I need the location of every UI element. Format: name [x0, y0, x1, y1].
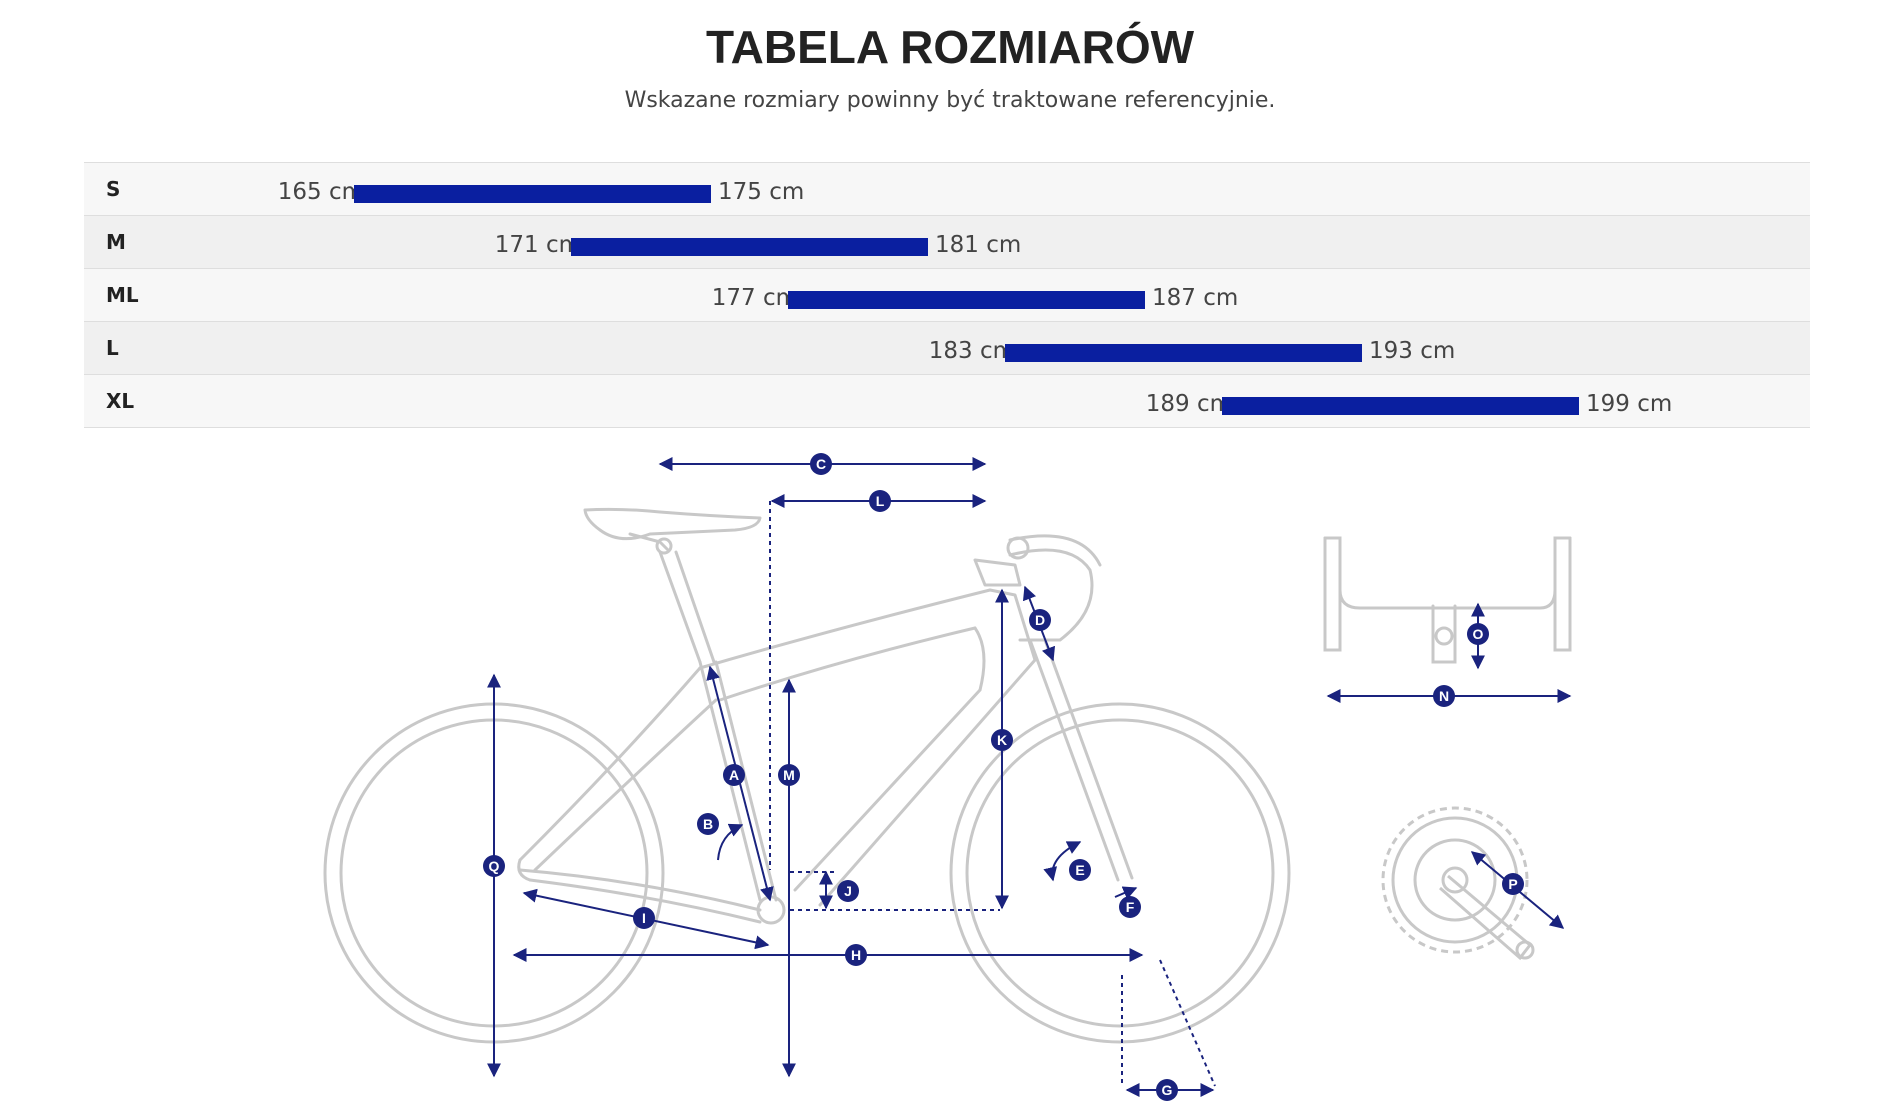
marker-e: E — [1069, 859, 1091, 881]
svg-text:P: P — [1508, 876, 1517, 892]
bike-frame — [323, 507, 1291, 1044]
height-range-bar — [354, 185, 711, 203]
size-label: ML — [106, 283, 139, 307]
svg-text:B: B — [703, 816, 713, 832]
marker-g: G — [1156, 1079, 1178, 1101]
svg-text:H: H — [851, 947, 861, 963]
marker-a: A — [723, 764, 745, 786]
handlebar-front-view — [1323, 536, 1572, 664]
svg-text:G: G — [1162, 1082, 1173, 1098]
height-max-label: 175 cm — [718, 179, 805, 205]
marker-n: N — [1433, 685, 1455, 707]
height-max-label: 199 cm — [1586, 391, 1673, 417]
size-row-ml: ML 177 cm 187 cm — [84, 268, 1810, 321]
marker-l: L — [869, 490, 891, 512]
size-row-xl: XL 189 cm 199 cm — [84, 374, 1810, 428]
height-min-label: 165 cm — [277, 179, 364, 205]
marker-b: B — [697, 813, 719, 835]
svg-text:I: I — [642, 910, 646, 926]
dimension-lines — [487, 457, 1572, 1097]
size-label: S — [106, 177, 121, 201]
svg-text:K: K — [997, 732, 1007, 748]
height-range-bar — [1222, 397, 1579, 415]
page-title: TABELA ROZMIARÓW — [705, 21, 1195, 73]
svg-text:C: C — [816, 456, 826, 472]
page-subtitle: Wskazane rozmiary powinny być traktowane… — [624, 88, 1276, 113]
marker-i: I — [633, 907, 655, 929]
svg-text:M: M — [783, 767, 795, 783]
svg-text:N: N — [1439, 688, 1449, 704]
marker-p: P — [1502, 873, 1524, 895]
marker-m: M — [778, 764, 800, 786]
svg-text:D: D — [1035, 612, 1045, 628]
height-range-bar — [788, 291, 1145, 309]
size-label: L — [106, 336, 119, 360]
svg-text:J: J — [844, 883, 852, 899]
height-max-label: 181 cm — [935, 232, 1022, 258]
bike-geometry-diagram: C L D A M K B Q J E F I H G O N P — [323, 453, 1572, 1101]
height-range-bar — [571, 238, 928, 256]
svg-text:O: O — [1473, 626, 1484, 642]
marker-k: K — [991, 729, 1013, 751]
size-row-m: M 171 cm 181 cm — [84, 215, 1810, 268]
marker-o: O — [1467, 623, 1489, 645]
size-label: XL — [106, 389, 135, 413]
marker-q: Q — [483, 855, 505, 877]
size-row-s: S 165 cm 175 cm — [84, 162, 1810, 215]
height-max-label: 193 cm — [1369, 338, 1456, 364]
svg-text:F: F — [1126, 899, 1135, 915]
marker-j: J — [837, 880, 859, 902]
svg-text:E: E — [1075, 862, 1084, 878]
marker-f: F — [1119, 896, 1141, 918]
size-table: S 165 cm 175 cm M 171 cm 181 cm ML 177 c… — [84, 162, 1810, 428]
marker-d: D — [1029, 609, 1051, 631]
marker-c: C — [810, 453, 832, 475]
svg-text:L: L — [876, 493, 885, 509]
height-max-label: 187 cm — [1152, 285, 1239, 311]
height-range-bar — [1005, 344, 1362, 362]
dimension-markers: C L D A M K B Q J E F I H G O N P — [483, 453, 1524, 1101]
height-min-label: 177 cm — [711, 285, 798, 311]
size-label: M — [106, 230, 126, 254]
svg-text:A: A — [729, 767, 739, 783]
marker-h: H — [845, 944, 867, 966]
svg-text:Q: Q — [489, 858, 500, 874]
height-min-label: 189 cm — [1145, 391, 1232, 417]
size-row-l: L 183 cm 193 cm — [84, 321, 1810, 374]
height-min-label: 171 cm — [494, 232, 581, 258]
height-min-label: 183 cm — [928, 338, 1015, 364]
